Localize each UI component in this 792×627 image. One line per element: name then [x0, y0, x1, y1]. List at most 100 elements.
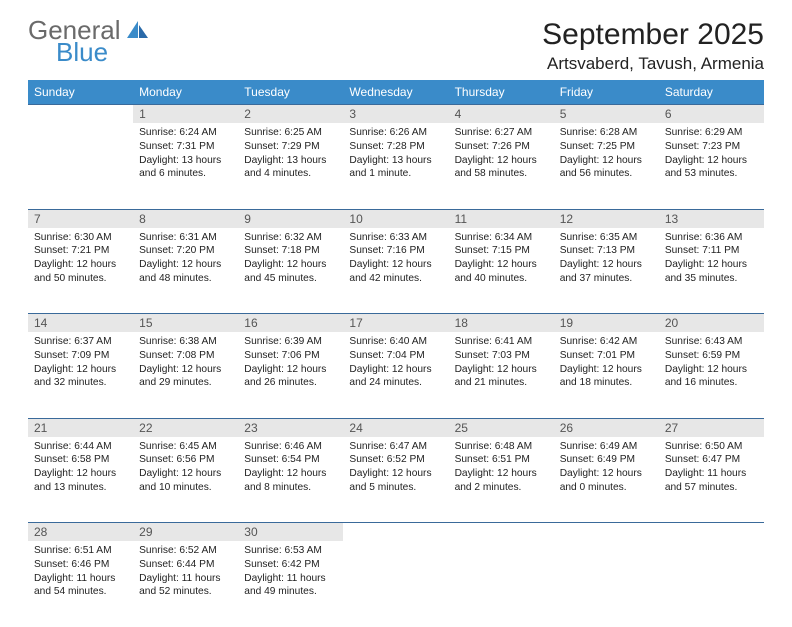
- day-content-cell: Sunrise: 6:25 AMSunset: 7:29 PMDaylight:…: [238, 123, 343, 209]
- daylight-text: Daylight: 12 hours and 18 minutes.: [560, 363, 653, 391]
- brand-word2: Blue: [56, 40, 149, 65]
- sunset-text: Sunset: 6:56 PM: [139, 453, 232, 467]
- sunrise-text: Sunrise: 6:41 AM: [455, 335, 548, 349]
- sunrise-text: Sunrise: 6:34 AM: [455, 231, 548, 245]
- day-content-cell: Sunrise: 6:30 AMSunset: 7:21 PMDaylight:…: [28, 228, 133, 314]
- header: General Blue September 2025 Artsvaberd, …: [28, 18, 764, 74]
- sunrise-text: Sunrise: 6:52 AM: [139, 544, 232, 558]
- weekday-header-cell: Friday: [554, 80, 659, 105]
- sunset-text: Sunset: 6:51 PM: [455, 453, 548, 467]
- sunset-text: Sunset: 6:52 PM: [349, 453, 442, 467]
- calendar-table: SundayMondayTuesdayWednesdayThursdayFrid…: [28, 80, 764, 627]
- day-content-cell: Sunrise: 6:44 AMSunset: 6:58 PMDaylight:…: [28, 437, 133, 523]
- sunset-text: Sunset: 6:44 PM: [139, 558, 232, 572]
- day-number-cell: 1: [133, 105, 238, 124]
- month-title: September 2025: [542, 18, 764, 52]
- sunset-text: Sunset: 7:31 PM: [139, 140, 232, 154]
- daylight-text: Daylight: 11 hours and 57 minutes.: [665, 467, 758, 495]
- day-number-cell: 11: [449, 209, 554, 228]
- day-number-row: 14151617181920: [28, 314, 764, 333]
- day-number-cell: 26: [554, 418, 659, 437]
- day-content-cell: Sunrise: 6:47 AMSunset: 6:52 PMDaylight:…: [343, 437, 448, 523]
- daylight-text: Daylight: 12 hours and 37 minutes.: [560, 258, 653, 286]
- brand-text: General Blue: [28, 18, 149, 65]
- day-number-cell: 12: [554, 209, 659, 228]
- day-number-cell: 6: [659, 105, 764, 124]
- day-number-cell: 19: [554, 314, 659, 333]
- day-content-cell: Sunrise: 6:27 AMSunset: 7:26 PMDaylight:…: [449, 123, 554, 209]
- sunrise-text: Sunrise: 6:25 AM: [244, 126, 337, 140]
- daylight-text: Daylight: 12 hours and 16 minutes.: [665, 363, 758, 391]
- day-number-cell: 17: [343, 314, 448, 333]
- day-number-cell: 3: [343, 105, 448, 124]
- sunset-text: Sunset: 7:29 PM: [244, 140, 337, 154]
- daylight-text: Daylight: 12 hours and 53 minutes.: [665, 154, 758, 182]
- day-content-row: Sunrise: 6:44 AMSunset: 6:58 PMDaylight:…: [28, 437, 764, 523]
- sunrise-text: Sunrise: 6:48 AM: [455, 440, 548, 454]
- location-label: Artsvaberd, Tavush, Armenia: [542, 54, 764, 74]
- daylight-text: Daylight: 12 hours and 35 minutes.: [665, 258, 758, 286]
- daylight-text: Daylight: 12 hours and 2 minutes.: [455, 467, 548, 495]
- day-content-cell: Sunrise: 6:45 AMSunset: 6:56 PMDaylight:…: [133, 437, 238, 523]
- day-number-cell: 9: [238, 209, 343, 228]
- day-number-cell: 30: [238, 523, 343, 542]
- day-content-cell: Sunrise: 6:48 AMSunset: 6:51 PMDaylight:…: [449, 437, 554, 523]
- day-content-cell: Sunrise: 6:36 AMSunset: 7:11 PMDaylight:…: [659, 228, 764, 314]
- day-number-cell: 2: [238, 105, 343, 124]
- weekday-header-cell: Tuesday: [238, 80, 343, 105]
- sunset-text: Sunset: 7:06 PM: [244, 349, 337, 363]
- weekday-header-cell: Monday: [133, 80, 238, 105]
- sunset-text: Sunset: 7:28 PM: [349, 140, 442, 154]
- sunset-text: Sunset: 7:13 PM: [560, 244, 653, 258]
- sunset-text: Sunset: 7:21 PM: [34, 244, 127, 258]
- sunset-text: Sunset: 7:20 PM: [139, 244, 232, 258]
- sunrise-text: Sunrise: 6:50 AM: [665, 440, 758, 454]
- sunset-text: Sunset: 6:49 PM: [560, 453, 653, 467]
- sunset-text: Sunset: 6:42 PM: [244, 558, 337, 572]
- day-content-cell: Sunrise: 6:31 AMSunset: 7:20 PMDaylight:…: [133, 228, 238, 314]
- day-content-cell: Sunrise: 6:28 AMSunset: 7:25 PMDaylight:…: [554, 123, 659, 209]
- day-number-cell: [449, 523, 554, 542]
- day-content-cell: Sunrise: 6:51 AMSunset: 6:46 PMDaylight:…: [28, 541, 133, 627]
- sunrise-text: Sunrise: 6:33 AM: [349, 231, 442, 245]
- day-content-row: Sunrise: 6:37 AMSunset: 7:09 PMDaylight:…: [28, 332, 764, 418]
- day-content-row: Sunrise: 6:51 AMSunset: 6:46 PMDaylight:…: [28, 541, 764, 627]
- day-number-cell: [28, 105, 133, 124]
- sunrise-text: Sunrise: 6:30 AM: [34, 231, 127, 245]
- daylight-text: Daylight: 12 hours and 8 minutes.: [244, 467, 337, 495]
- daylight-text: Daylight: 12 hours and 48 minutes.: [139, 258, 232, 286]
- weekday-header-cell: Sunday: [28, 80, 133, 105]
- sunrise-text: Sunrise: 6:24 AM: [139, 126, 232, 140]
- sunrise-text: Sunrise: 6:51 AM: [34, 544, 127, 558]
- day-number-row: 21222324252627: [28, 418, 764, 437]
- sunset-text: Sunset: 6:54 PM: [244, 453, 337, 467]
- sunset-text: Sunset: 7:26 PM: [455, 140, 548, 154]
- sunrise-text: Sunrise: 6:28 AM: [560, 126, 653, 140]
- sail-icon: [127, 21, 149, 39]
- daylight-text: Daylight: 12 hours and 42 minutes.: [349, 258, 442, 286]
- sunrise-text: Sunrise: 6:49 AM: [560, 440, 653, 454]
- day-content-cell: [554, 541, 659, 627]
- sunset-text: Sunset: 7:04 PM: [349, 349, 442, 363]
- calendar-page: General Blue September 2025 Artsvaberd, …: [0, 0, 792, 627]
- sunrise-text: Sunrise: 6:35 AM: [560, 231, 653, 245]
- day-number-cell: 8: [133, 209, 238, 228]
- daylight-text: Daylight: 12 hours and 10 minutes.: [139, 467, 232, 495]
- daylight-text: Daylight: 12 hours and 21 minutes.: [455, 363, 548, 391]
- sunrise-text: Sunrise: 6:38 AM: [139, 335, 232, 349]
- day-content-cell: Sunrise: 6:24 AMSunset: 7:31 PMDaylight:…: [133, 123, 238, 209]
- daylight-text: Daylight: 11 hours and 52 minutes.: [139, 572, 232, 600]
- day-number-cell: 28: [28, 523, 133, 542]
- day-number-cell: 18: [449, 314, 554, 333]
- calendar-weekday-header: SundayMondayTuesdayWednesdayThursdayFrid…: [28, 80, 764, 105]
- day-number-cell: 16: [238, 314, 343, 333]
- sunrise-text: Sunrise: 6:31 AM: [139, 231, 232, 245]
- sunset-text: Sunset: 7:09 PM: [34, 349, 127, 363]
- sunrise-text: Sunrise: 6:42 AM: [560, 335, 653, 349]
- day-number-cell: 29: [133, 523, 238, 542]
- day-content-cell: [28, 123, 133, 209]
- sunrise-text: Sunrise: 6:39 AM: [244, 335, 337, 349]
- day-content-cell: Sunrise: 6:26 AMSunset: 7:28 PMDaylight:…: [343, 123, 448, 209]
- day-number-cell: 25: [449, 418, 554, 437]
- sunset-text: Sunset: 7:16 PM: [349, 244, 442, 258]
